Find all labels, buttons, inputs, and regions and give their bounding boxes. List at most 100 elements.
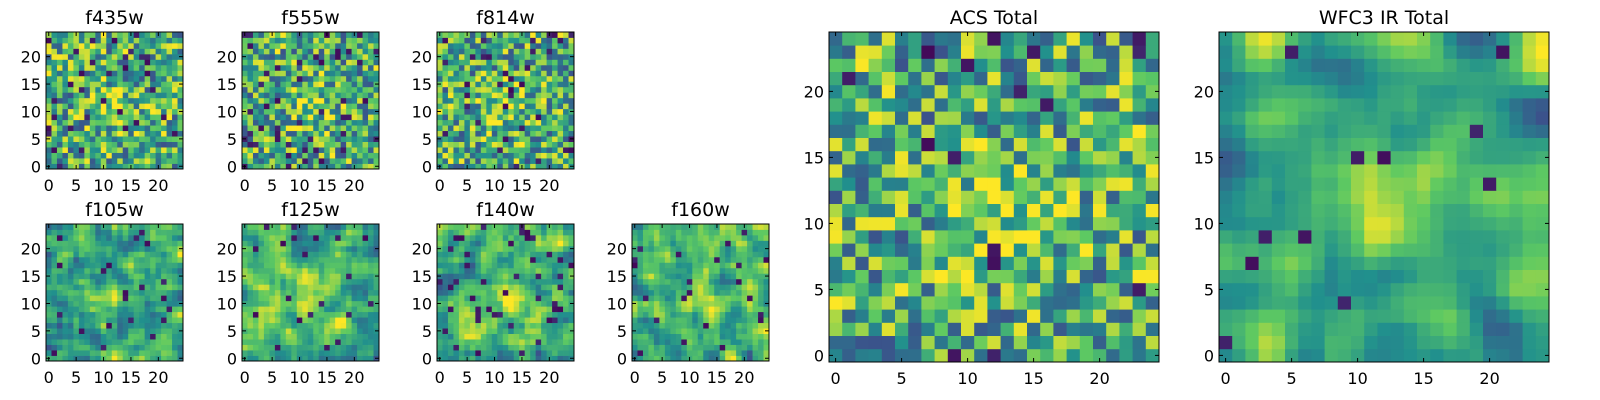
heatmap-cell bbox=[263, 147, 270, 153]
heatmap-cell bbox=[557, 158, 564, 164]
heatmap-cell bbox=[324, 108, 331, 115]
heatmap-cell bbox=[51, 306, 58, 313]
heatmap-cell bbox=[458, 322, 465, 329]
heatmap-cell bbox=[296, 339, 303, 345]
heatmap-cell bbox=[122, 70, 129, 77]
heatmap-cell bbox=[368, 59, 374, 66]
heatmap-cell bbox=[758, 355, 764, 362]
heatmap-cell bbox=[475, 262, 482, 269]
heatmap-cell bbox=[681, 234, 688, 241]
heatmap-cell bbox=[73, 81, 80, 88]
heatmap-cell bbox=[335, 355, 342, 362]
heatmap-cell bbox=[747, 350, 753, 356]
heatmap-cell bbox=[313, 86, 320, 93]
heatmap-cell bbox=[362, 245, 369, 252]
heatmap-cell bbox=[535, 355, 542, 362]
heatmap-cell bbox=[274, 289, 281, 296]
heatmap-cell bbox=[46, 284, 52, 291]
heatmap-cell bbox=[274, 81, 281, 88]
heatmap-cell bbox=[111, 333, 118, 340]
heatmap-cell bbox=[1106, 190, 1120, 204]
heatmap-cell bbox=[458, 328, 465, 334]
heatmap-cell bbox=[89, 328, 96, 334]
heatmap-cell bbox=[557, 284, 564, 291]
heatmap-cell bbox=[252, 42, 259, 49]
heatmap-cell bbox=[324, 300, 331, 307]
heatmap-cell bbox=[291, 158, 298, 164]
heatmap-cell bbox=[56, 284, 63, 291]
heatmap-cell bbox=[557, 147, 564, 153]
heatmap-cell bbox=[469, 152, 476, 159]
heatmap-cell bbox=[1093, 216, 1107, 231]
heatmap-cell bbox=[242, 256, 248, 263]
heatmap-cell bbox=[974, 256, 988, 270]
heatmap-cell bbox=[274, 234, 281, 241]
y-tick-label: 20 bbox=[412, 240, 432, 259]
heatmap-cell bbox=[318, 147, 325, 153]
heatmap-cell bbox=[346, 48, 352, 55]
heatmap-cell bbox=[653, 306, 660, 313]
heatmap-cell bbox=[368, 262, 374, 269]
heatmap-cell bbox=[357, 306, 363, 313]
heatmap-cell bbox=[73, 229, 80, 236]
heatmap-cell bbox=[947, 190, 962, 204]
heatmap-cell bbox=[497, 251, 504, 258]
heatmap-cell bbox=[111, 240, 118, 247]
heatmap-cell bbox=[373, 224, 380, 230]
heatmap-cell bbox=[144, 300, 151, 307]
heatmap-cell bbox=[302, 86, 309, 93]
heatmap-cell bbox=[1106, 203, 1120, 218]
heatmap-cell bbox=[247, 317, 254, 324]
heatmap-cell bbox=[139, 328, 146, 334]
heatmap-cell bbox=[1000, 309, 1015, 323]
heatmap-cell bbox=[546, 300, 553, 307]
heatmap-cell bbox=[563, 300, 569, 307]
heatmap-cell bbox=[568, 240, 575, 247]
heatmap-cell bbox=[155, 136, 162, 142]
heatmap-cell bbox=[307, 273, 314, 280]
heatmap-cell bbox=[78, 114, 85, 121]
heatmap-cell bbox=[535, 97, 542, 104]
heatmap-cell bbox=[747, 317, 753, 324]
heatmap-cell bbox=[117, 125, 124, 132]
heatmap-cell bbox=[318, 344, 325, 351]
heatmap-cell bbox=[285, 86, 292, 93]
heatmap-cell bbox=[139, 289, 146, 296]
heatmap-cell bbox=[177, 103, 184, 110]
heatmap-cell bbox=[106, 245, 113, 252]
heatmap-cell bbox=[307, 317, 314, 324]
heatmap-cell bbox=[318, 32, 325, 38]
heatmap-cell bbox=[100, 289, 107, 296]
heatmap-cell bbox=[648, 328, 655, 334]
heatmap-cell bbox=[530, 273, 537, 280]
heatmap-cell bbox=[242, 152, 248, 159]
heatmap-cell bbox=[1013, 177, 1028, 191]
heatmap-cell bbox=[934, 243, 949, 257]
heatmap-cell bbox=[552, 289, 558, 296]
heatmap-cell bbox=[307, 103, 314, 110]
heatmap-cell bbox=[568, 141, 575, 148]
heatmap-cell bbox=[62, 224, 69, 230]
heatmap-cell bbox=[128, 75, 135, 82]
heatmap-cell bbox=[497, 234, 504, 241]
heatmap-cell bbox=[139, 240, 146, 247]
heatmap-cell bbox=[632, 339, 638, 345]
heatmap-cell bbox=[868, 190, 883, 204]
heatmap-cell bbox=[340, 130, 347, 137]
heatmap-cell bbox=[161, 311, 167, 318]
heatmap-cell bbox=[513, 251, 520, 258]
heatmap-cell bbox=[307, 284, 314, 291]
heatmap-cell bbox=[653, 339, 660, 345]
heatmap-cell bbox=[497, 136, 504, 142]
heatmap-cell bbox=[524, 311, 531, 318]
heatmap-cell bbox=[508, 339, 515, 345]
heatmap-cell bbox=[1106, 309, 1120, 323]
heatmap-cell bbox=[557, 119, 564, 126]
heatmap-cell bbox=[269, 108, 276, 115]
heatmap-cell bbox=[329, 70, 336, 77]
heatmap-cell bbox=[563, 278, 569, 285]
heatmap-cell bbox=[128, 350, 135, 356]
heatmap-cell bbox=[730, 295, 737, 302]
heatmap-cell bbox=[247, 267, 254, 274]
heatmap-cell bbox=[324, 267, 331, 274]
